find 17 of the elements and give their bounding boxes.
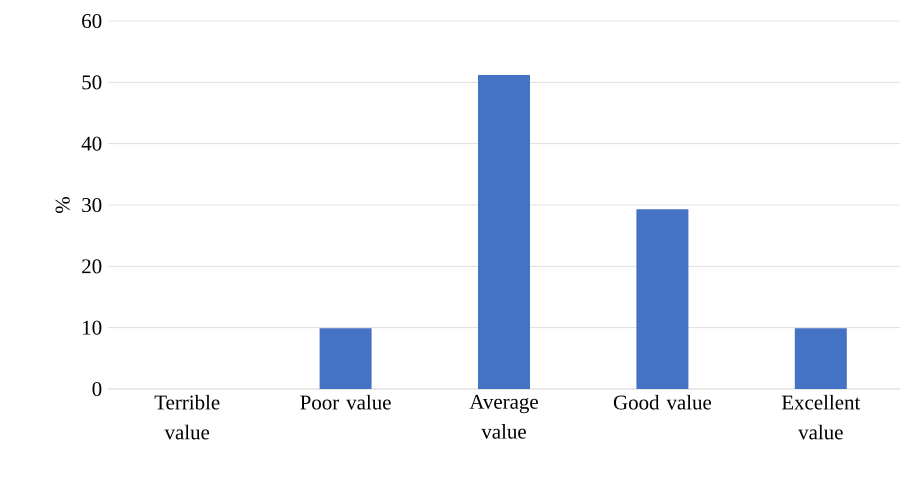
x-tick-label: Excellent value	[782, 394, 860, 440]
y-tick-label: 60	[82, 14, 102, 28]
x-tick-label: Terrible value	[154, 394, 220, 440]
bar	[636, 209, 688, 389]
bar	[320, 328, 372, 389]
bar	[478, 74, 530, 389]
x-tick-label: Poor value	[300, 394, 391, 410]
x-tick-label: Good value	[614, 394, 712, 410]
y-tick-label: 0	[92, 382, 102, 396]
y-tick-label: 50	[82, 75, 102, 90]
y-tick-label: 30	[82, 198, 102, 212]
x-tick-label: Average value	[470, 394, 538, 439]
y-axis-title: %	[56, 196, 70, 213]
bar	[794, 328, 847, 389]
y-tick-label: 10	[83, 320, 102, 335]
y-tick-label: 40	[82, 136, 102, 151]
y-tick-label: 20	[82, 259, 102, 274]
